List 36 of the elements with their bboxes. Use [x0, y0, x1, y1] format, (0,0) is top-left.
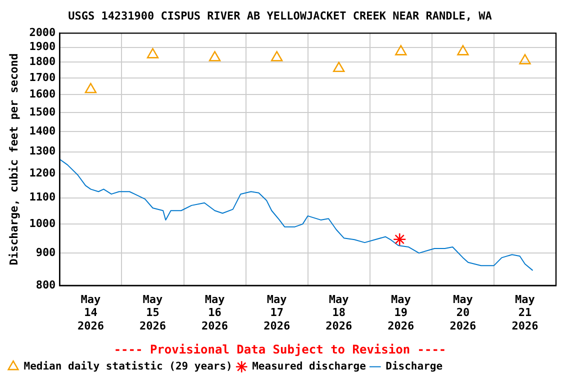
x-tick-label: May 18 2026 — [326, 292, 352, 332]
y-tick-label: 1600 — [29, 88, 56, 100]
point — [208, 51, 221, 62]
y-tick-label: 1000 — [29, 216, 56, 230]
text: ---- Provisional Data Subject to Revision ---- — [114, 342, 446, 356]
point — [457, 45, 469, 56]
x-tick-label: May 17 2026 — [264, 292, 290, 332]
y-tick-label: 900 — [36, 246, 56, 259]
point — [519, 54, 531, 64]
point — [333, 62, 345, 72]
point — [270, 51, 283, 62]
y-tick-label: 1900 — [29, 40, 56, 54]
y-tick-label: 2000 — [29, 26, 56, 40]
chart-title: USGS 14231900 CISPUS RIVER AB YELLOWJACKET CREEK NEAR RANDLE, WA — [68, 9, 492, 22]
x-tick-label: May 19 2026 — [388, 292, 415, 332]
y-tick-label: 1100 — [29, 190, 56, 204]
y-axis-title: Discharge, cubic feet per second — [7, 53, 20, 266]
point — [392, 232, 406, 246]
y-tick-label: 800 — [36, 278, 56, 292]
point — [395, 45, 407, 56]
x-tick-label: May 14 2026 — [77, 292, 104, 332]
x-tick-label: May 21 2026 — [512, 292, 539, 332]
y-tick-label: 1300 — [29, 144, 56, 158]
x-tick-label: May 15 2026 — [140, 292, 166, 332]
y-tick-label: 1700 — [29, 70, 56, 84]
x-tick-label: May 20 2026 — [450, 292, 477, 332]
y-tick-label: 1200 — [29, 166, 56, 180]
legend-label: Measured discharge — [252, 360, 366, 372]
x-tick-label: May 16 2026 — [202, 292, 228, 332]
y-tick-label: 1800 — [29, 55, 56, 68]
legend-label: Median daily statistic (29 years) — [24, 360, 232, 372]
legend-label: Discharge — [386, 360, 443, 372]
y-tick-label: 1400 — [29, 124, 56, 138]
y-tick-label: 1500 — [29, 105, 56, 118]
point — [84, 82, 97, 94]
point — [146, 48, 159, 58]
